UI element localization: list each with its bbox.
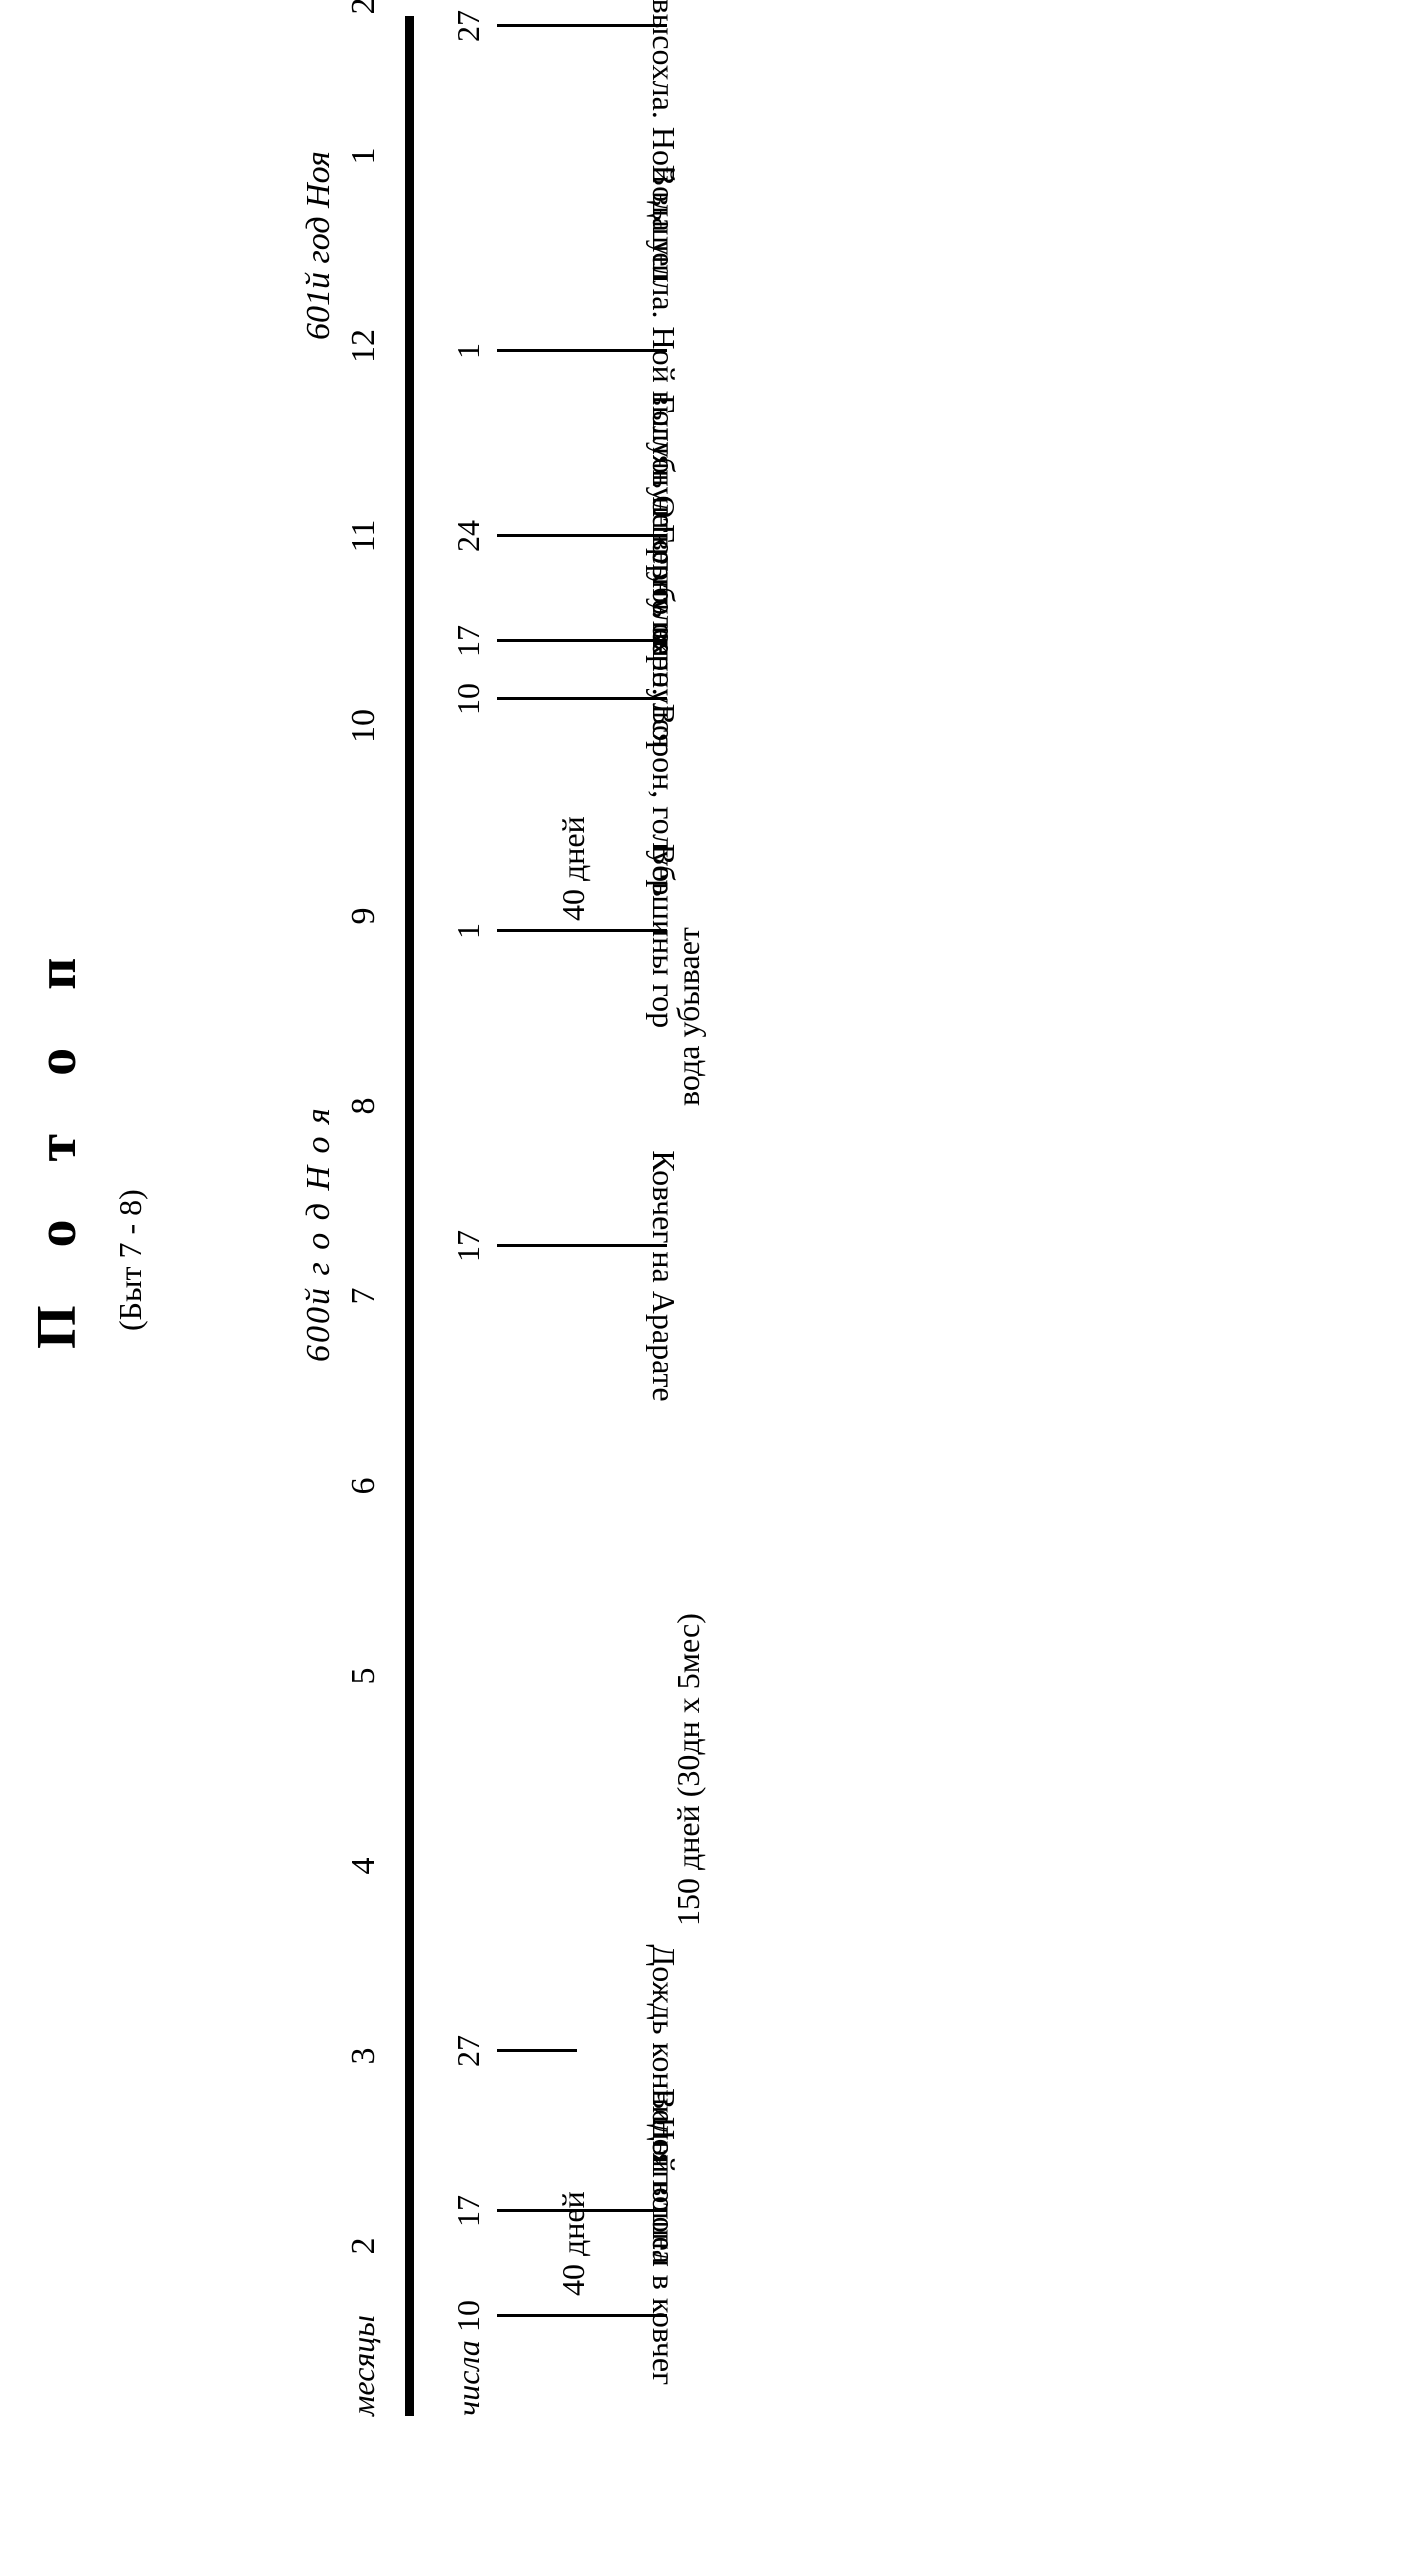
event-day-number: 17	[450, 625, 486, 657]
event-day-number: 27	[450, 10, 486, 42]
event-day-number: 27	[450, 2035, 486, 2067]
month-tick: 9	[345, 907, 382, 925]
event-day-number: 10	[450, 2300, 486, 2332]
diagram-title: П о т о п	[26, 935, 88, 1349]
event-marker-line	[497, 2049, 577, 2052]
diagram-subtitle: (Быт 7 - 8)	[112, 1189, 148, 1331]
event-marker-line	[497, 929, 667, 932]
month-tick: 5	[345, 1667, 382, 1685]
month-tick: 3	[345, 2047, 382, 2065]
month-tick: 2	[345, 2237, 382, 2255]
event-day-number: 1	[450, 923, 486, 939]
month-tick: 11	[345, 519, 382, 553]
year-label-601: 601й год Ноя	[300, 151, 337, 340]
month-tick: 7	[345, 1287, 382, 1305]
month-tick: 6	[345, 1477, 382, 1495]
event-marker-line	[497, 2314, 667, 2317]
months-axis-label: месяцы	[345, 2315, 381, 2416]
month-tick: 8	[345, 1097, 382, 1115]
event-day-number: 10	[450, 683, 486, 715]
span-label-40-days-window: 40 дней	[555, 816, 591, 921]
month-tick: 2	[345, 0, 382, 15]
year-label-600: 600й г о д Н о я	[300, 1106, 337, 1362]
month-tick: 10	[345, 709, 382, 743]
event-marker-line	[497, 534, 667, 537]
event-day-number: 24	[450, 520, 486, 552]
event-marker-line	[497, 639, 667, 642]
month-tick: 1	[345, 147, 382, 165]
event-marker-line	[497, 24, 667, 27]
event-label: Земля высохла. Ной вышел	[646, 0, 682, 283]
span-label-water-recedes: вода убывает	[670, 927, 706, 1106]
month-tick: 4	[345, 1857, 382, 1875]
days-axis-label: числа	[450, 2340, 486, 2416]
event-day-number: 1	[450, 343, 486, 359]
timeline-axis	[405, 16, 414, 2416]
span-label-150-days: 150 дней (30дн x 5мес)	[670, 1613, 706, 1926]
flood-timeline-diagram: П о т о п (Быт 7 - 8) 600й г о д Н о я 6…	[26, 0, 706, 2416]
event-marker-line	[497, 349, 667, 352]
month-tick: 12	[345, 329, 382, 363]
span-label-rain-40-days: 40 дней	[555, 2191, 591, 2296]
event-marker-line	[497, 697, 667, 700]
event-day-number: 17	[450, 2195, 486, 2227]
event-marker-line	[497, 1244, 667, 1247]
event-day-number: 17	[450, 1230, 486, 1262]
